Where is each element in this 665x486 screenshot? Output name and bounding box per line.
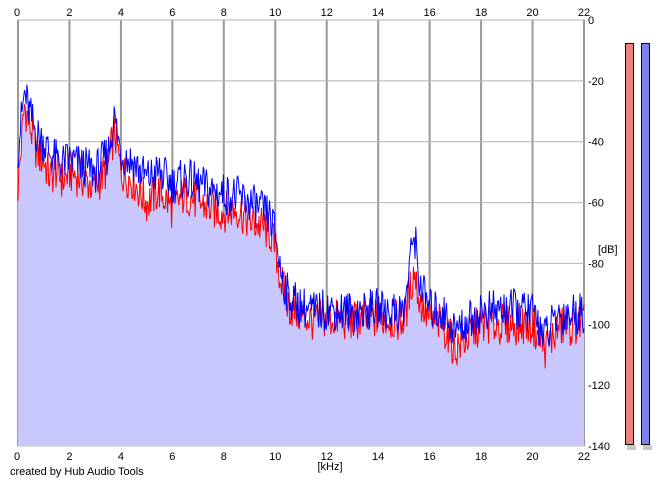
x-tick-label-bottom: 14 bbox=[372, 451, 384, 463]
x-tick-label-bottom: 20 bbox=[526, 451, 538, 463]
x-axis-label: [kHz] bbox=[317, 461, 342, 473]
x-tick-label-bottom: 16 bbox=[424, 451, 436, 463]
x-tick-label-bottom: 6 bbox=[169, 451, 175, 463]
x-tick-label-bottom: 2 bbox=[66, 451, 72, 463]
series-layer bbox=[17, 84, 585, 447]
y-tick-label: 0 bbox=[588, 15, 594, 27]
y-axis-label: [dB] bbox=[598, 244, 618, 256]
x-tick-label-top: 4 bbox=[118, 7, 124, 19]
left-meter-shadow bbox=[627, 445, 636, 450]
right-meter-shadow bbox=[643, 445, 652, 450]
x-tick-label-top: 12 bbox=[321, 7, 333, 19]
x-tick-label-top: 18 bbox=[475, 7, 487, 19]
x-tick-label-top: 8 bbox=[221, 7, 227, 19]
x-tick-label-bottom: 10 bbox=[269, 451, 281, 463]
x-tick-label-bottom: 4 bbox=[118, 451, 124, 463]
tick-labels: 002244668810101212141416161818202022220-… bbox=[14, 7, 610, 463]
x-tick-label-top: 16 bbox=[424, 7, 436, 19]
x-tick-label-bottom: 18 bbox=[475, 451, 487, 463]
y-tick-label: -20 bbox=[588, 76, 604, 88]
x-tick-label-top: 22 bbox=[578, 7, 590, 19]
x-tick-label-bottom: 12 bbox=[321, 451, 333, 463]
series-fill bbox=[18, 104, 584, 447]
x-tick-label-bottom: 8 bbox=[221, 451, 227, 463]
y-tick-label: -100 bbox=[588, 319, 610, 331]
series-line bbox=[17, 84, 585, 347]
x-tick-label-top: 10 bbox=[269, 7, 281, 19]
x-tick-label-top: 6 bbox=[169, 7, 175, 19]
y-tick-label: -80 bbox=[588, 258, 604, 270]
x-tick-label-bottom: 0 bbox=[14, 451, 20, 463]
y-tick-label: -40 bbox=[588, 137, 604, 149]
x-tick-label-top: 0 bbox=[14, 7, 20, 19]
y-tick-label: -60 bbox=[588, 198, 604, 210]
x-tick-label-bottom: 22 bbox=[578, 451, 590, 463]
x-tick-label-top: 20 bbox=[526, 7, 538, 19]
y-tick-label: -120 bbox=[588, 380, 610, 392]
left-level-meter bbox=[625, 43, 634, 445]
x-tick-label-top: 2 bbox=[66, 7, 72, 19]
y-tick-label: -140 bbox=[588, 441, 610, 453]
x-tick-label-top: 14 bbox=[372, 7, 384, 19]
right-level-meter bbox=[641, 43, 650, 445]
credit-text: created by Hub Audio Tools bbox=[10, 466, 144, 478]
